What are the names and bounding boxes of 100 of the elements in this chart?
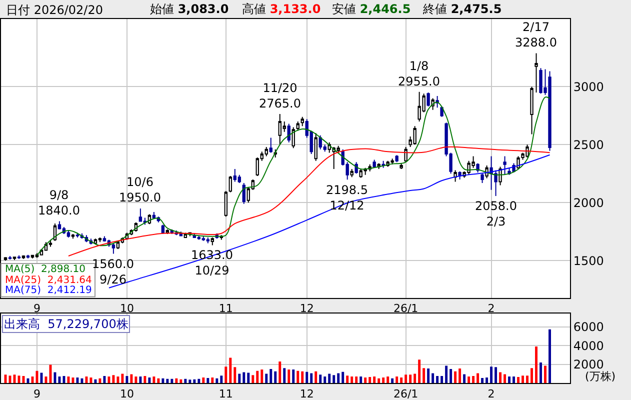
candlestick xyxy=(400,162,403,170)
y-tick-label: 6000 xyxy=(573,320,604,334)
bar xyxy=(306,372,308,384)
text: 終値 2,475.5 xyxy=(422,2,502,16)
bar xyxy=(332,375,336,384)
bar xyxy=(260,369,264,384)
bar xyxy=(184,378,187,384)
candlestick xyxy=(454,170,457,182)
bar xyxy=(418,360,421,384)
bar xyxy=(391,378,394,384)
bar xyxy=(134,376,138,384)
candlestick xyxy=(404,146,408,163)
bar xyxy=(130,374,133,384)
bar xyxy=(54,372,56,384)
candlestick xyxy=(503,156,506,176)
bar xyxy=(166,378,169,384)
bar xyxy=(216,378,218,384)
bar xyxy=(234,367,236,384)
candlestick xyxy=(228,175,232,193)
annotation: 11/20 2765.0 xyxy=(259,81,301,111)
bar xyxy=(108,376,110,384)
bar xyxy=(350,376,354,384)
bar xyxy=(481,378,484,384)
bar xyxy=(265,374,268,384)
candlestick xyxy=(300,116,304,127)
bar xyxy=(116,376,120,384)
bar xyxy=(112,375,115,384)
bar xyxy=(238,374,241,384)
candlestick xyxy=(26,254,30,259)
bar xyxy=(242,372,246,384)
bar xyxy=(72,377,74,384)
x-tick-label: 9 xyxy=(33,302,40,315)
candlestick xyxy=(202,236,206,242)
bar xyxy=(346,376,349,384)
candlestick xyxy=(4,256,8,262)
bar xyxy=(288,369,290,384)
bar xyxy=(162,378,164,384)
bar xyxy=(499,372,502,384)
chart-title: 日付 2026/02/20 xyxy=(6,3,103,17)
bar xyxy=(319,374,322,384)
bar xyxy=(368,377,372,384)
bar xyxy=(427,368,430,384)
bar xyxy=(468,376,470,384)
bar xyxy=(193,379,196,384)
bar xyxy=(360,376,362,384)
bar xyxy=(252,375,254,384)
candlestick xyxy=(224,190,228,218)
bar xyxy=(310,373,313,384)
bar xyxy=(175,378,178,384)
bar xyxy=(256,370,259,384)
bar xyxy=(220,376,223,384)
bar xyxy=(530,368,533,384)
bar xyxy=(548,329,551,384)
bar xyxy=(404,374,408,384)
bar xyxy=(526,376,529,384)
bar xyxy=(296,370,300,384)
candlestick xyxy=(480,173,484,184)
bar xyxy=(450,369,452,384)
bar xyxy=(337,373,340,384)
candlestick xyxy=(76,232,80,238)
candlestick xyxy=(264,146,268,157)
bar xyxy=(458,368,462,384)
candlestick xyxy=(458,170,462,180)
bar xyxy=(247,372,250,384)
bar xyxy=(58,376,61,384)
bar xyxy=(301,371,304,384)
y-tick-label: 3000 xyxy=(573,80,604,94)
candlestick xyxy=(98,236,102,243)
x-tick-label: 9 xyxy=(33,387,40,400)
x-tick-label: 2 xyxy=(488,387,495,400)
bar xyxy=(206,378,210,384)
bar xyxy=(144,376,146,384)
bar xyxy=(49,364,52,384)
bar xyxy=(188,380,192,384)
candlestick xyxy=(17,254,21,260)
x-tick-label: 10 xyxy=(120,387,134,400)
bar xyxy=(409,374,412,384)
bar xyxy=(355,376,358,384)
candlestick xyxy=(58,220,62,230)
y-tick-label: 1500 xyxy=(573,254,604,268)
bar xyxy=(324,376,326,384)
x-tick-label: 26/1 xyxy=(393,302,418,315)
bar xyxy=(414,374,416,384)
bar xyxy=(157,378,160,384)
x-tick-label: 2 xyxy=(488,302,495,315)
x-tick-label: 26/1 xyxy=(393,387,418,400)
bar xyxy=(76,377,79,384)
candlestick xyxy=(395,154,398,163)
bar xyxy=(476,373,480,384)
candlestick xyxy=(426,92,430,107)
candlestick xyxy=(102,236,106,242)
candlestick xyxy=(66,230,70,238)
bar xyxy=(62,376,66,384)
bar xyxy=(522,376,524,384)
candlestick xyxy=(197,235,201,240)
candlestick xyxy=(8,256,12,260)
bar xyxy=(504,374,506,384)
candlestick xyxy=(314,132,318,162)
bar xyxy=(224,366,228,384)
bar xyxy=(270,369,272,384)
